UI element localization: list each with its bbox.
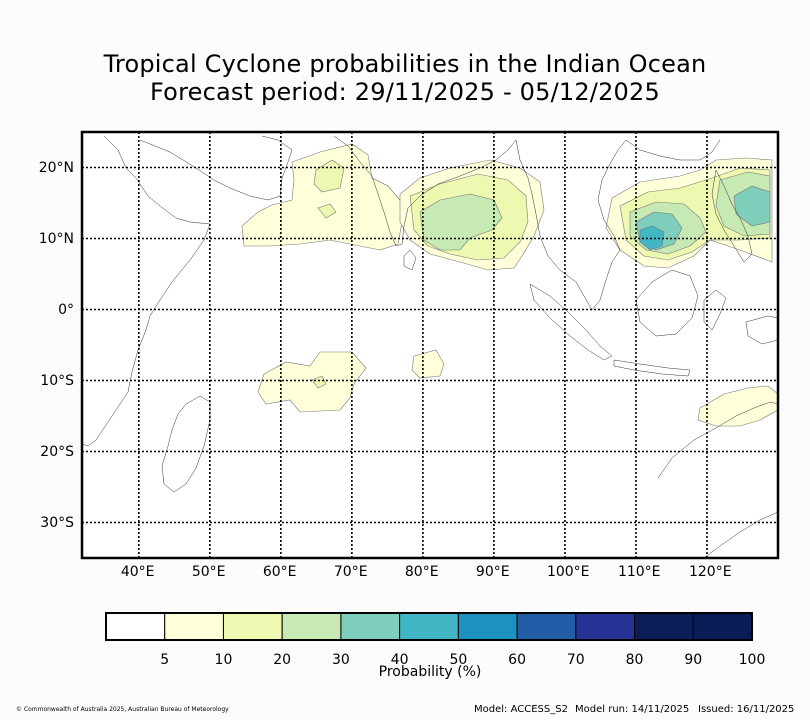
- region-south-indian-west-10: [311, 375, 327, 389]
- colorbar-swatch: [164, 612, 224, 641]
- colorbar-tick-label: 50: [449, 652, 467, 668]
- probability-fills: [241, 143, 778, 427]
- colorbar-tick-label: 90: [684, 652, 702, 668]
- model-run-date: Model run: 14/11/2025: [575, 704, 690, 715]
- colorbar-swatch: [340, 612, 401, 641]
- coast-australia: [657, 401, 778, 558]
- coast-indochina: [515, 139, 627, 311]
- map-title: Tropical Cyclone probabilities in the In…: [103, 50, 707, 78]
- colorbar: 5 10 20 30 40 50 60 70 80 90 100: [105, 612, 766, 668]
- colorbar-swatch: [399, 612, 459, 641]
- lon-tick-label: 120°E: [688, 564, 732, 580]
- region-south-indian-west: [257, 351, 367, 413]
- model-name: Model: ACCESS_S2: [474, 704, 568, 715]
- colorbar-swatch: [457, 612, 518, 641]
- colorbar-outline: [105, 612, 753, 641]
- region-northern-australia: [697, 385, 778, 427]
- lon-tick-label: 110°E: [617, 564, 661, 580]
- copyright-notice: © Commonwealth of Australia 2025, Austra…: [16, 706, 229, 713]
- colorbar-tick-label: 70: [567, 652, 585, 668]
- region-philippines-30: [733, 185, 771, 227]
- colorbar-tick-label: 100: [739, 652, 766, 668]
- region-south-indian-80e: [411, 349, 445, 379]
- colorbar-tick-label: 20: [273, 652, 291, 668]
- colorbar-tick-label: 10: [215, 652, 233, 668]
- lon-tick-label: 90°E: [475, 564, 510, 580]
- lon-tick-label: 40°E: [120, 564, 155, 580]
- lat-tick-label: 30°S: [40, 514, 74, 531]
- colorbar-swatch: [281, 612, 342, 641]
- lon-tick-label: 80°E: [404, 564, 439, 580]
- lon-tick-label: 70°E: [333, 564, 368, 580]
- coast-sri-lanka: [403, 249, 417, 271]
- colorbar-tick-label: 30: [332, 652, 350, 668]
- region-arabian-sea: [241, 143, 403, 251]
- lon-tick-label: 60°E: [262, 564, 297, 580]
- coast-africa: [82, 135, 211, 447]
- lat-tick-label: 0°: [58, 301, 74, 318]
- colorbar-title: Probability (%): [378, 664, 482, 680]
- lat-tick-label: 20°S: [40, 443, 74, 460]
- lon-tick-label: 50°E: [191, 564, 226, 580]
- lat-tick-label: 10°N: [38, 230, 74, 247]
- coast-sulawesi: [703, 289, 727, 331]
- colorbar-swatch: [516, 612, 577, 641]
- colorbar-tick-label: 40: [391, 652, 409, 668]
- coast-india: [333, 135, 517, 247]
- graticule: [82, 132, 778, 558]
- region-arabian-sea-10: [313, 159, 345, 193]
- colorbar-swatch: [575, 612, 636, 641]
- region-bay-of-bengal-20: [419, 193, 503, 251]
- coast-china: [625, 139, 721, 161]
- lat-tick-label: 10°S: [40, 372, 74, 389]
- colorbar-tick-label: 5: [160, 652, 169, 668]
- colorbar-swatch: [692, 612, 753, 641]
- region-arabian-sea-10b: [317, 203, 337, 219]
- lon-tick-label: 100°E: [546, 564, 590, 580]
- colorbar-tick-label: 60: [508, 652, 526, 668]
- colorbar-swatch: [105, 612, 166, 641]
- lat-tick-label: 20°N: [38, 159, 74, 176]
- colorbar-tick-label: 80: [626, 652, 644, 668]
- colorbar-swatch: [222, 612, 283, 641]
- coast-java: [613, 359, 691, 377]
- colorbar-swatch: [634, 612, 694, 641]
- coast-new-guinea: [745, 315, 778, 345]
- forecast-period: Forecast period: 29/11/2025 - 05/12/2025: [150, 78, 660, 106]
- coast-philippines: [711, 169, 753, 263]
- issued-date: Issued: 16/11/2025: [698, 704, 795, 715]
- coast-borneo: [635, 269, 699, 337]
- map-frame: [80, 130, 780, 560]
